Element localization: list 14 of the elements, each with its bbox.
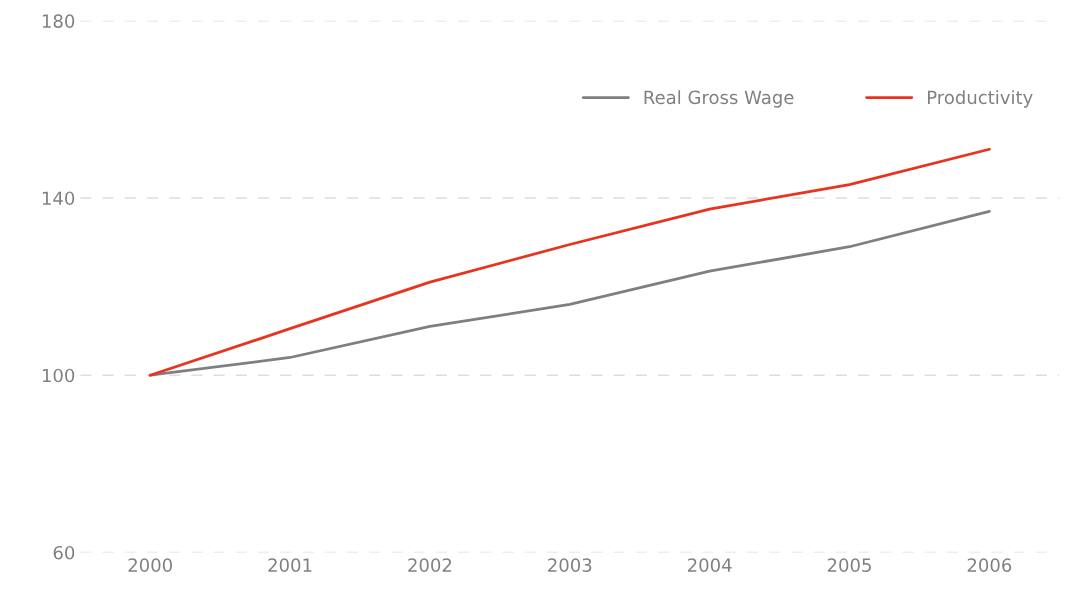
x-tick-label: 2005 bbox=[827, 558, 871, 572]
line-series bbox=[148, 147, 991, 377]
y-tick-label: 140 bbox=[42, 191, 75, 206]
x-tick-label: 2001 bbox=[268, 558, 312, 572]
y-tick-label: 180 bbox=[42, 14, 75, 28]
legend-label: Real Gross Wage bbox=[644, 90, 794, 108]
x-tick-label: 2004 bbox=[687, 558, 732, 572]
legend-label: Productivity bbox=[928, 90, 1033, 108]
x-tick-label: 2006 bbox=[967, 558, 1012, 572]
y-tick-label: 60 bbox=[53, 545, 75, 560]
x-tick-label: 2003 bbox=[548, 558, 592, 572]
x-tick-label: 2000 bbox=[128, 558, 172, 572]
x-tick-label: 2002 bbox=[408, 558, 452, 572]
y-tick-label: 100 bbox=[42, 368, 75, 383]
